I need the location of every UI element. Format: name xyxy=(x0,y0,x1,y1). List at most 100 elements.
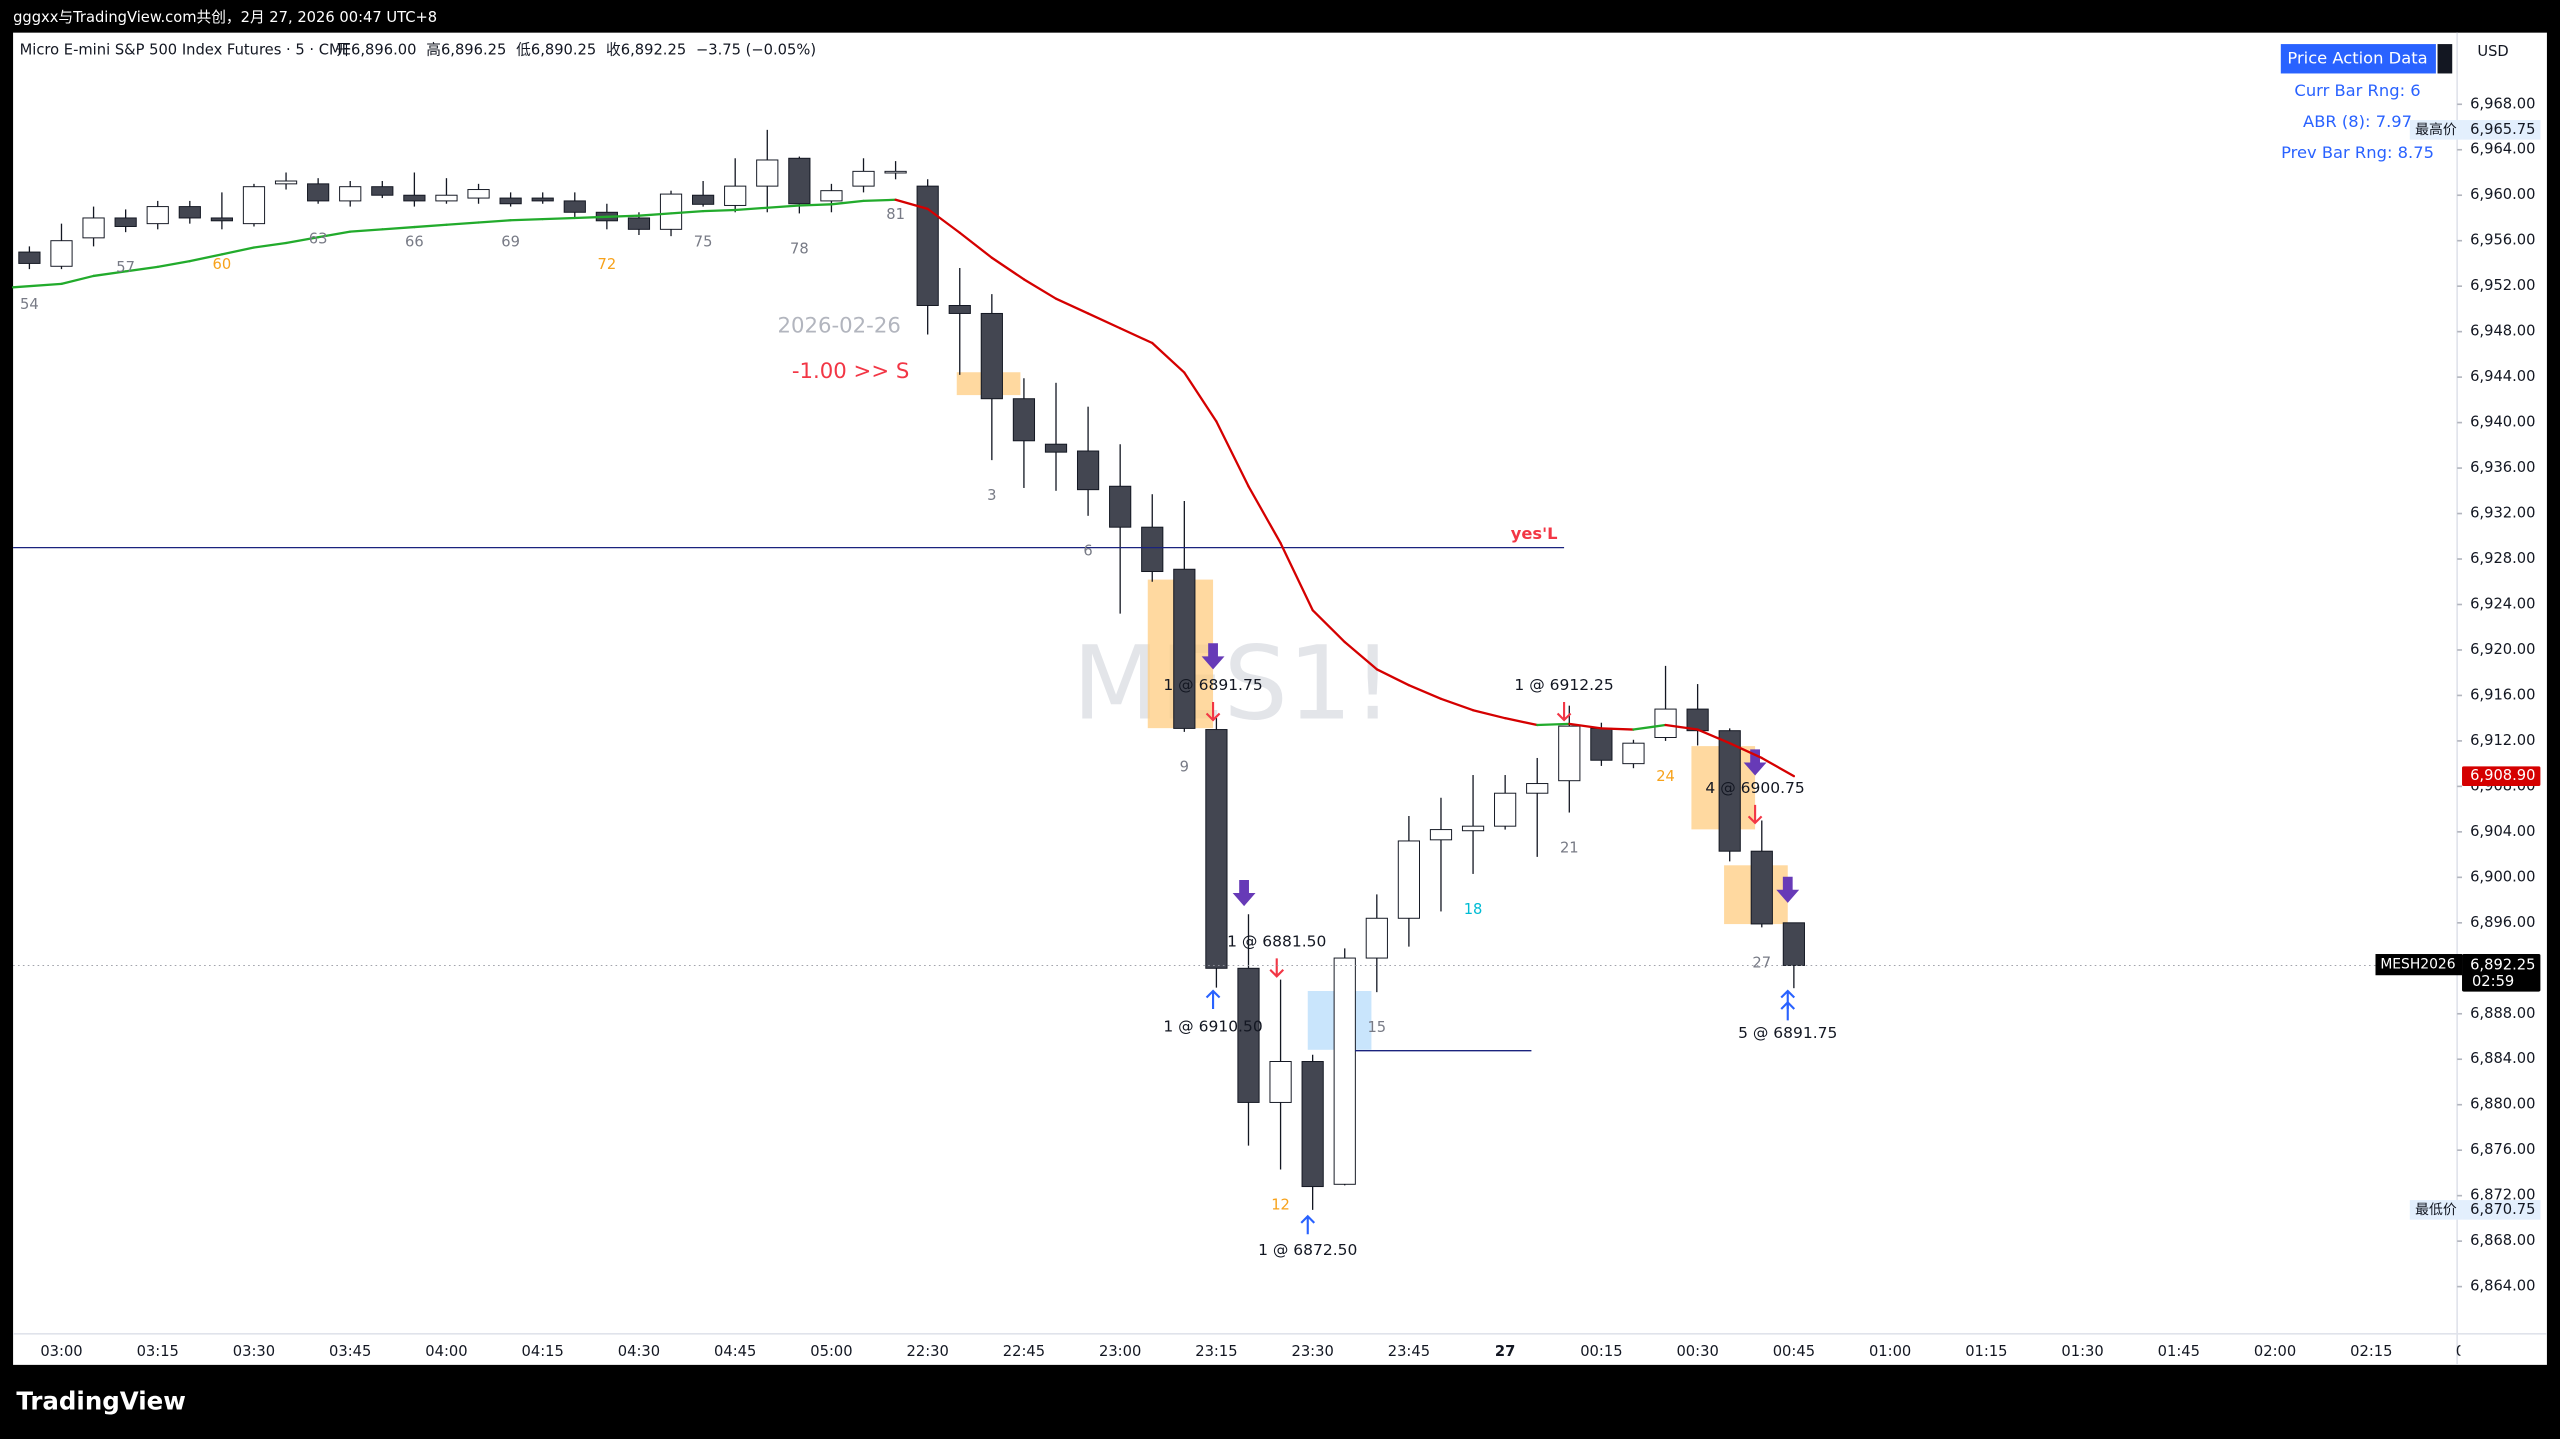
ma-segment xyxy=(734,206,769,212)
candle-body xyxy=(1301,1061,1324,1188)
ma-segment xyxy=(1664,723,1699,731)
bar-count: 81 xyxy=(886,206,905,223)
x-tick-label: 04:45 xyxy=(714,1343,756,1360)
trade-label: 1 @ 6912.25 xyxy=(1514,676,1613,694)
trade-label: 1 @ 6910.50 xyxy=(1163,1017,1262,1035)
indicator-line: Curr Bar Rng: 6 xyxy=(2294,81,2420,100)
y-tick-label: 6,888.00 xyxy=(2470,1005,2535,1022)
ma-segment xyxy=(349,228,384,233)
symbol-box xyxy=(2375,954,2463,976)
bar-count: 21 xyxy=(1560,839,1579,856)
symbol-title: Micro E-mini S&P 500 Index Futures · 5 ·… xyxy=(20,42,351,59)
ma-segment xyxy=(1215,420,1250,488)
ma-segment xyxy=(701,208,737,213)
bar-count: 15 xyxy=(1367,1019,1386,1036)
candle-body xyxy=(82,217,105,239)
x-tick-label: 01:30 xyxy=(2061,1343,2103,1360)
attribution: gggxx与TradingView.com共创，2月 27, 2026 00:4… xyxy=(13,9,437,26)
bar-count: 63 xyxy=(309,231,328,248)
y-tick-label: 6,920.00 xyxy=(2470,641,2535,658)
candle-body xyxy=(1109,485,1132,528)
x-tick-label: 00:30 xyxy=(1676,1343,1718,1360)
candle-body xyxy=(1718,730,1741,852)
ma-segment xyxy=(798,203,833,207)
ma-segment xyxy=(1247,485,1282,545)
candle-body xyxy=(50,240,73,267)
indicator-menu[interactable] xyxy=(2437,44,2453,74)
y-tick-label: 6,948.00 xyxy=(2470,323,2535,340)
candle-body xyxy=(531,197,554,202)
ma-segment xyxy=(605,214,641,218)
x-tick-label: 23:45 xyxy=(1388,1343,1430,1360)
y-tick-label: 6,956.00 xyxy=(2470,232,2535,249)
candle-body xyxy=(980,312,1003,400)
candle-body xyxy=(1782,922,1805,966)
ma-segment xyxy=(509,217,544,222)
ma-segment xyxy=(894,198,929,211)
price-marker-box xyxy=(2462,120,2541,140)
ma-segment xyxy=(381,225,416,231)
indicator-button-label[interactable]: Price Action Data xyxy=(2287,48,2427,67)
trade-label: 1 @ 6881.50 xyxy=(1227,933,1326,951)
candle-body xyxy=(178,206,201,219)
candle-body xyxy=(1237,967,1260,1103)
candle-body xyxy=(627,217,651,230)
candle-body xyxy=(820,190,843,202)
price-marker-box xyxy=(2462,1200,2541,1220)
candle-body xyxy=(1461,825,1485,832)
candle-body xyxy=(1526,783,1549,794)
ma-segment xyxy=(252,241,288,249)
candle-body xyxy=(1622,742,1645,765)
ohlc-readout: 开6,896.00 高6,896.25 低6,890.25 收6,892.25 −3.7… xyxy=(336,42,816,59)
candle-body xyxy=(339,186,362,202)
symbol-label: MESH2026 xyxy=(2380,957,2455,973)
candle-body xyxy=(274,180,298,185)
y-tick-label: 6,896.00 xyxy=(2470,914,2535,931)
price-marker-box xyxy=(2409,120,2463,140)
y-tick-label: 6,916.00 xyxy=(2470,686,2535,703)
y-tick-label: 6,880.00 xyxy=(2470,1096,2535,1113)
ma-segment xyxy=(830,199,865,206)
readout-value: 6,896.25 xyxy=(441,42,506,59)
ma-segment xyxy=(1279,541,1314,612)
bar-count: 72 xyxy=(598,256,617,273)
y-tick-label: 6,944.00 xyxy=(2470,368,2535,385)
trade-markers: 1 @ 6891.75 1 @ 6881.50 1 @ 6910.50 1 @ … xyxy=(1163,643,1837,1259)
ma-segment xyxy=(1022,278,1058,300)
candle-body xyxy=(499,197,522,205)
x-tick-label: 01:15 xyxy=(1965,1343,2007,1360)
ma-segment xyxy=(926,207,961,234)
ma-segment xyxy=(862,198,897,203)
ma-segment xyxy=(1696,728,1731,745)
candle-body xyxy=(1654,708,1677,738)
ma-segment xyxy=(60,274,95,286)
bar-count: 24 xyxy=(1656,768,1675,785)
y-tick-label: 6,900.00 xyxy=(2470,868,2535,885)
x-tick-label: 22:30 xyxy=(907,1343,949,1360)
candle-body xyxy=(724,185,747,206)
ma-segment xyxy=(541,216,576,221)
ma-segment xyxy=(1760,756,1796,778)
bar-count: 12 xyxy=(1271,1196,1290,1213)
ma-segment xyxy=(1536,722,1571,727)
ma-segment xyxy=(1439,697,1475,712)
candle-body xyxy=(1494,792,1517,827)
bar-count: 66 xyxy=(405,234,424,251)
indicator-button[interactable] xyxy=(2280,44,2436,74)
candle-body xyxy=(884,170,907,174)
x-tick-label: 23:15 xyxy=(1195,1343,1237,1360)
brand: TradingView xyxy=(16,1386,186,1415)
candle-body xyxy=(948,305,971,314)
y-tick-label: 6,936.00 xyxy=(2470,459,2535,476)
candle-body xyxy=(1750,850,1773,925)
y-tick-label: 6,884.00 xyxy=(2470,1050,2535,1067)
candle-body xyxy=(1558,725,1581,782)
x-tick-label: 03:15 xyxy=(137,1343,179,1360)
bar-count: 60 xyxy=(213,256,232,273)
ma-segment xyxy=(11,282,63,289)
bar-count: 3 xyxy=(987,487,996,504)
bar-count: 18 xyxy=(1464,901,1483,918)
y-tick-label: 6,964.00 xyxy=(2470,141,2535,158)
